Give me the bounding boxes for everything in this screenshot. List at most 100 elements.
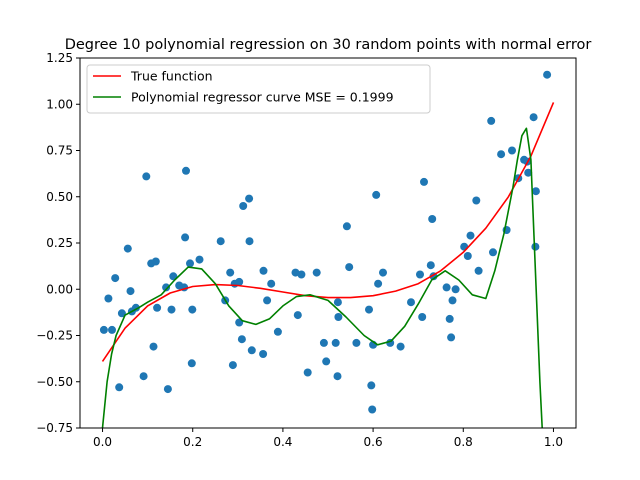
x-tick-label: 0.4: [273, 435, 292, 449]
data-point: [365, 305, 373, 314]
data-point: [497, 150, 506, 159]
data-point: [303, 368, 312, 377]
data-point: [442, 283, 451, 292]
data-point: [447, 333, 456, 342]
data-point: [319, 338, 328, 347]
y-tick-label: 0.50: [46, 190, 73, 204]
data-point: [312, 268, 321, 277]
data-point: [169, 272, 178, 281]
data-point: [123, 244, 132, 253]
data-point: [182, 166, 190, 175]
data-point: [508, 146, 516, 155]
data-point: [416, 270, 424, 279]
data-point: [463, 252, 472, 260]
data-point: [322, 357, 331, 366]
data-point: [368, 405, 377, 414]
data-point: [153, 303, 162, 312]
data-point: [259, 350, 268, 358]
legend: True function Polynomial regressor curve…: [86, 64, 431, 114]
data-point: [142, 172, 151, 181]
data-point: [428, 215, 437, 223]
data-point: [352, 338, 361, 347]
data-point: [126, 287, 135, 296]
data-point: [333, 372, 342, 381]
data-point: [188, 305, 197, 314]
y-tick-label: 1.00: [46, 97, 73, 111]
data-point: [117, 309, 126, 318]
y-tick-label: 1.25: [46, 51, 73, 65]
data-point: [426, 261, 435, 270]
data-point: [466, 231, 475, 240]
data-point: [273, 327, 282, 336]
data-point: [529, 113, 538, 122]
data-point: [531, 242, 540, 251]
data-point: [374, 279, 383, 288]
data-point: [167, 305, 176, 314]
data-point: [379, 268, 387, 277]
data-point: [334, 313, 343, 321]
data-point: [531, 187, 540, 196]
data-point: [372, 190, 381, 199]
data-point: [104, 294, 113, 303]
y-tick-label: −0.50: [36, 375, 73, 389]
data-point: [487, 116, 496, 125]
data-point: [108, 325, 116, 334]
data-point: [543, 70, 552, 79]
data-point: [195, 255, 204, 264]
data-point: [420, 177, 428, 186]
data-point: [115, 383, 124, 392]
data-point: [367, 381, 376, 390]
y-tick-label: 0.25: [46, 236, 73, 250]
data-point: [345, 263, 354, 272]
data-point: [245, 194, 254, 203]
y-tick-label: −0.75: [36, 421, 73, 435]
data-point: [245, 237, 254, 246]
chart-title: Degree 10 polynomial regression on 30 ra…: [65, 37, 592, 53]
legend-regressor-label: Polynomial regressor curve MSE = 0.1999: [131, 90, 394, 105]
data-point: [139, 372, 148, 381]
data-point: [239, 202, 248, 210]
data-point: [524, 168, 533, 177]
data-point: [247, 346, 256, 355]
x-tick-label: 0.0: [93, 435, 112, 449]
x-tick-label: 1.0: [544, 435, 563, 449]
data-point: [263, 296, 272, 305]
regressor-curve-line: [101, 127, 543, 428]
y-tick-label: −0.25: [36, 329, 73, 343]
data-point: [297, 270, 306, 279]
data-point: [474, 266, 483, 275]
data-point: [451, 285, 460, 294]
data-point: [181, 233, 190, 242]
data-point: [472, 196, 481, 205]
true-function-line: [101, 102, 555, 362]
data-point: [293, 311, 302, 320]
data-point: [99, 325, 108, 334]
x-axis: 0.0 0.2 0.4 0.6 0.8 1.0: [93, 428, 563, 449]
data-point: [267, 279, 276, 288]
legend-box: [86, 64, 431, 114]
plot-area: [99, 70, 555, 428]
data-point: [151, 257, 160, 266]
data-point: [237, 335, 246, 344]
data-point: [418, 313, 427, 321]
data-point: [331, 338, 340, 347]
data-point: [235, 277, 244, 286]
data-point: [187, 359, 196, 368]
data-point: [407, 298, 415, 307]
data-point: [489, 248, 497, 257]
data-point: [149, 342, 158, 351]
data-point: [226, 268, 235, 277]
data-point: [111, 274, 120, 283]
data-point: [228, 361, 237, 370]
data-point: [396, 342, 405, 351]
data-point: [216, 237, 225, 246]
x-tick-label: 0.8: [454, 435, 473, 449]
legend-true-function-label: True function: [130, 69, 213, 84]
data-point: [333, 298, 342, 307]
data-point: [186, 259, 194, 268]
y-tick-label: 0.75: [46, 144, 73, 158]
y-axis: −0.75 −0.50 −0.25 0.00 0.25 0.50 0.75 1.00 1.25: [36, 51, 80, 435]
data-point: [163, 385, 172, 394]
x-tick-label: 0.2: [183, 435, 202, 449]
